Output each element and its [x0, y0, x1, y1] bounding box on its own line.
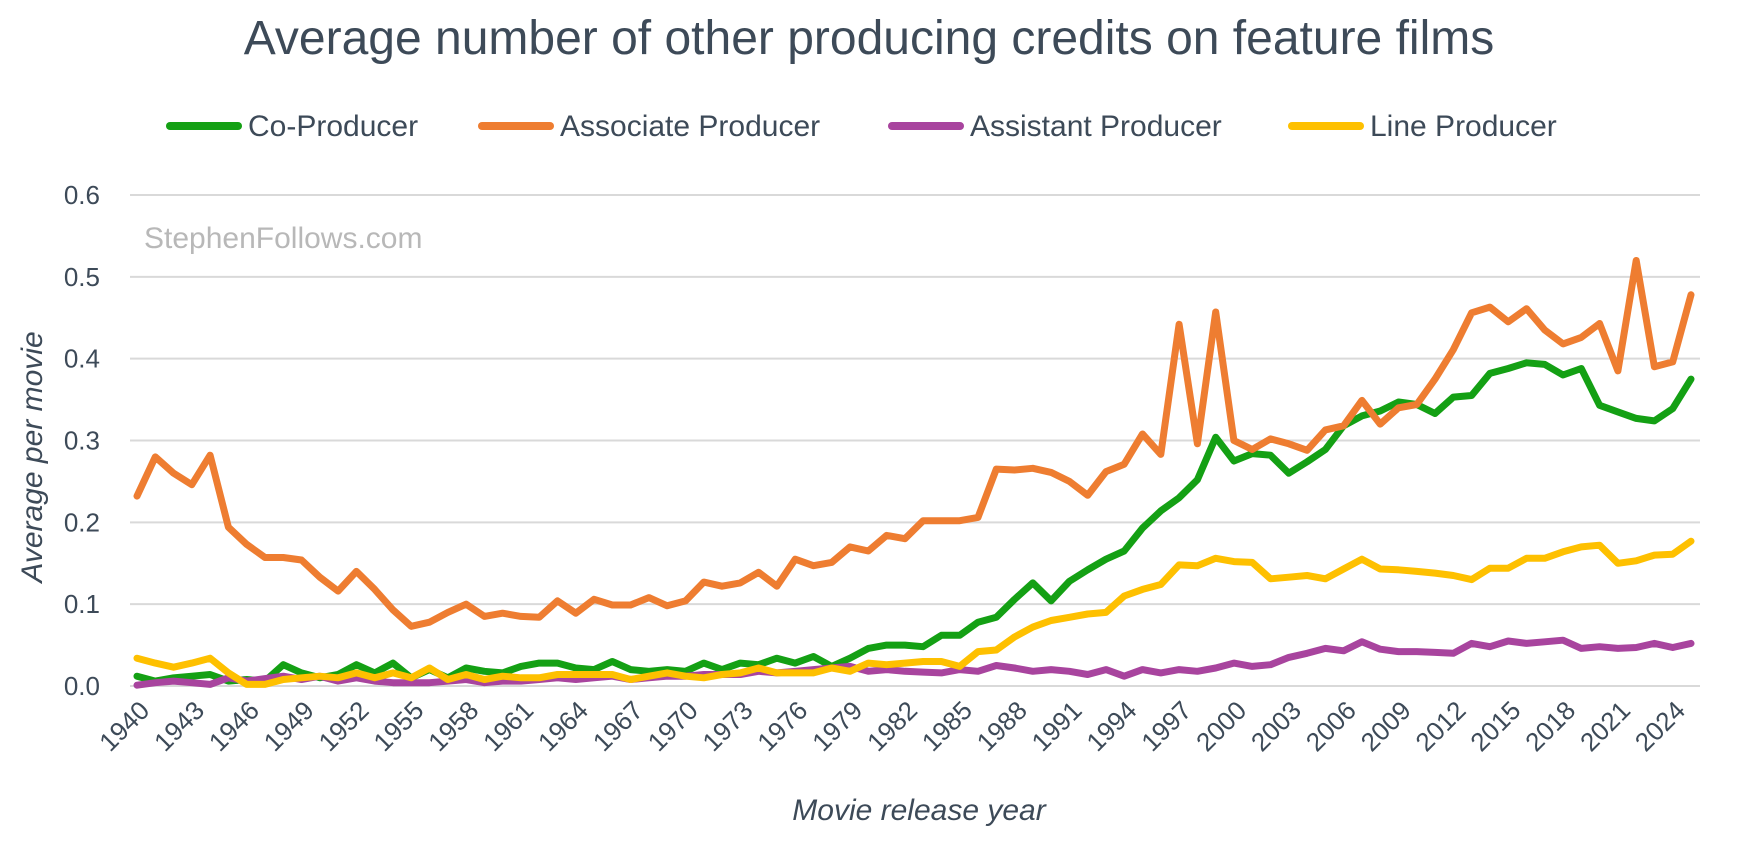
series-line-line-producer: [133, 537, 1695, 688]
y-tick-label: 0.6: [64, 180, 100, 210]
x-axis-label: Movie release year: [792, 794, 1046, 827]
legend-item-co-producer: Co-Producer: [166, 110, 418, 143]
y-tick-label: 0.4: [64, 344, 100, 374]
chart-title: Average number of other producing credit…: [244, 12, 1494, 65]
x-tick-label: 2003: [1245, 695, 1307, 757]
y-axis-label: Average per movie: [16, 331, 49, 584]
series-line-associate-producer: [133, 257, 1695, 630]
x-tick-label: 2018: [1519, 695, 1581, 757]
x-tick-label: 2012: [1409, 695, 1471, 757]
x-tick-label: 2015: [1464, 695, 1526, 757]
y-axis-ticks: 0.0 0.1 0.2 0.3 0.4 0.5 0.6: [64, 180, 100, 701]
x-tick-label: 1994: [1080, 695, 1142, 757]
x-tick-label: 1982: [861, 695, 923, 757]
x-tick-label: 2021: [1574, 695, 1636, 757]
series-line-assistant-producer: [133, 636, 1695, 689]
legend-item-associate-producer: Associate Producer: [478, 110, 820, 143]
x-tick-label: 1964: [532, 695, 594, 757]
legend-item-line-producer: Line Producer: [1288, 110, 1557, 143]
x-tick-label: 2006: [1300, 695, 1362, 757]
watermark: StephenFollows.com: [144, 222, 422, 255]
y-tick-label: 0.0: [64, 671, 100, 701]
x-tick-label: 1967: [587, 695, 649, 757]
legend-label: Line Producer: [1370, 110, 1557, 143]
legend-item-assistant-producer: Assistant Producer: [888, 110, 1222, 143]
x-tick-label: 1988: [971, 695, 1033, 757]
x-tick-label: 1979: [806, 695, 868, 757]
y-tick-label: 0.1: [64, 589, 100, 619]
x-tick-label: 1949: [258, 695, 320, 757]
series-line-co-producer: [133, 359, 1695, 685]
x-tick-label: 1970: [642, 695, 704, 757]
x-tick-label: 1955: [367, 695, 429, 757]
x-tick-label: 1958: [422, 695, 484, 757]
y-tick-label: 0.3: [64, 426, 100, 456]
legend-label: Associate Producer: [560, 110, 820, 143]
gridlines: [130, 194, 1700, 687]
legend-label: Co-Producer: [248, 110, 418, 143]
x-tick-label: 1946: [203, 695, 265, 757]
x-tick-label: 1991: [1026, 695, 1088, 757]
x-tick-label: 1940: [93, 695, 155, 757]
y-tick-label: 0.2: [64, 507, 100, 537]
x-tick-label: 1997: [1135, 695, 1197, 757]
y-tick-label: 0.5: [64, 262, 100, 292]
x-tick-label: 1943: [148, 695, 210, 757]
x-tick-label: 1985: [916, 695, 978, 757]
series-lines: [133, 257, 1695, 689]
x-tick-label: 1961: [477, 695, 539, 757]
x-tick-label: 2009: [1355, 695, 1417, 757]
x-tick-label: 1952: [313, 695, 375, 757]
x-tick-label: 1973: [696, 695, 758, 757]
legend-label: Assistant Producer: [970, 110, 1222, 143]
x-tick-label: 2024: [1629, 695, 1691, 757]
x-axis-ticks: 1940194319461949195219551958196119641967…: [93, 695, 1691, 757]
x-tick-label: 1976: [751, 695, 813, 757]
x-tick-label: 2000: [1190, 695, 1252, 757]
legend: Co-Producer Associate Producer Assistant P…: [166, 110, 1557, 143]
